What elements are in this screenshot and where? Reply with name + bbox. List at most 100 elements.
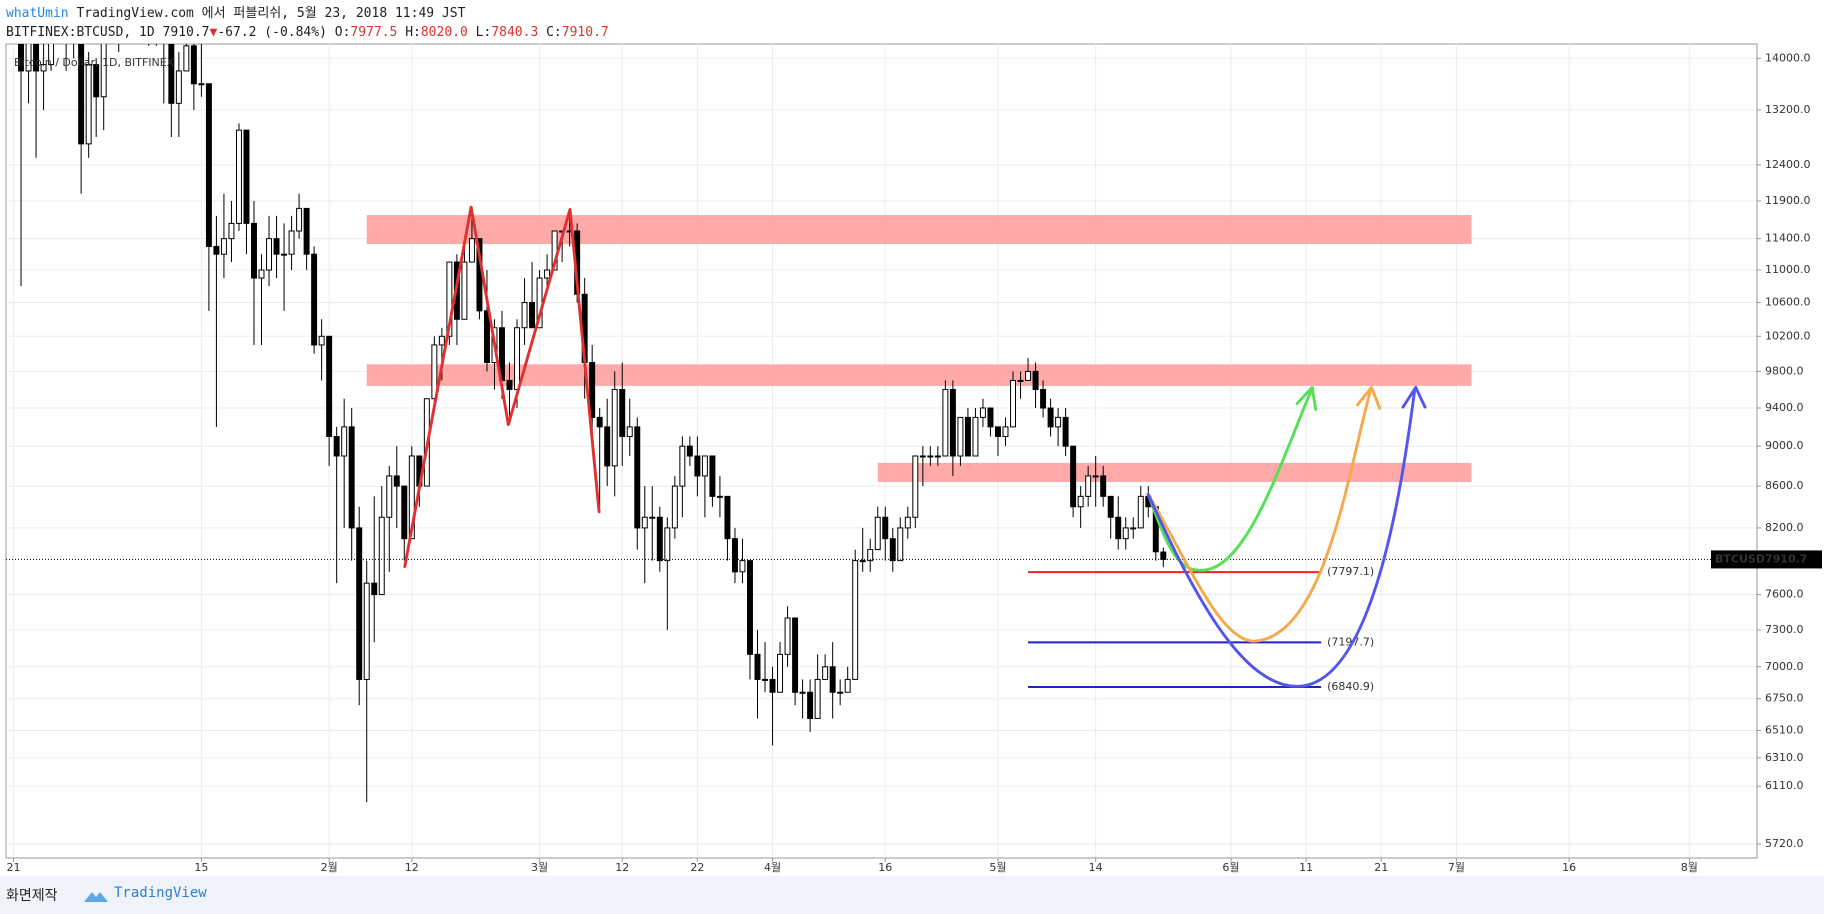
published: TradingView.com 에서 퍼블리쉬, 5월 23, 2018 11:… [76,6,466,21]
candle-body [762,678,768,681]
candle-body [949,389,956,457]
candle-body [799,691,806,694]
candle-body [168,44,175,104]
candle-body [48,44,55,66]
candle-body [40,64,47,72]
header: whatUmin TradingView.com 에서 퍼블리쉬, 5월 23,… [6,4,609,42]
y-tick-label: 6510.0 [1765,724,1804,737]
candle-body [161,4,166,34]
candle-body [814,678,821,719]
candle-body [251,222,257,279]
candle-body [1047,407,1054,428]
candle-body [1055,416,1062,428]
candle-body [1130,527,1137,530]
candle-body [529,302,536,329]
y-tick-label: 8600.0 [1765,479,1804,492]
y-tick-label: 7300.0 [1765,623,1804,636]
change: -67.2 (-0.84%) [217,25,327,40]
ohlc-key: C: [546,25,562,40]
candle-body [341,426,348,457]
candle-body [303,207,310,255]
chart-title: Bitcoin / Dollar, 1D, BITFINEX [14,56,175,69]
candle-body [604,426,611,467]
candle-body [25,44,32,72]
y-tick-label: 11000.0 [1765,263,1811,276]
candle-body [348,426,355,529]
candle-body [64,0,69,34]
x-tick-label: 2월 [321,861,338,874]
candle-body [544,269,551,279]
candle-body [897,527,904,562]
candle-body [408,455,415,540]
y-tick-label: 7600.0 [1765,588,1804,601]
candle-body [829,666,836,693]
candle-body [731,538,738,573]
plot-frame [5,43,1758,859]
y-tick-label: 11400.0 [1765,232,1811,245]
candle-body [1017,379,1024,382]
zone [366,364,1472,386]
x-tick-label: 12 [405,861,419,874]
candle-body [326,335,333,437]
ohlc-value: 8020.0 [420,25,468,40]
candle-body [85,64,92,145]
ohlc-key: O: [334,25,351,40]
candle-body [972,416,979,457]
y-tick-label: 6750.0 [1765,692,1804,705]
candle-body [747,560,753,655]
candle-body [1137,495,1144,529]
x-tick-label: 14 [1089,861,1103,874]
x-tick-label: 12 [615,861,629,874]
logo [84,892,108,902]
candle-body [228,222,235,240]
candle-body [1010,379,1016,428]
y-tick-label: 6310.0 [1765,751,1804,764]
candle-body [664,527,671,562]
candle-body [1085,475,1092,497]
symbol: BITFINEX:BTCUSD, 1D [6,25,155,40]
candle-body [311,253,318,346]
candle-body [1100,475,1107,497]
candle-body [754,653,761,680]
arrow: ▼ [209,25,218,40]
zone [366,215,1472,245]
candle-body [792,617,799,693]
arrow-head [1401,385,1427,409]
candle-body [626,426,633,437]
candle-body [386,475,393,518]
candle-body [235,129,242,224]
candle-body [190,45,197,85]
level-label: (7197.7) [1327,635,1374,648]
ohlc-value: 7977.5 [350,25,398,40]
author[interactable]: whatUmin [6,6,69,21]
x-tick-label: 11 [1299,861,1313,874]
candle-body [243,129,250,224]
y-tick-label: 7000.0 [1765,660,1804,673]
candle-body [356,527,363,680]
x-tick-label: 8월 [1681,861,1698,874]
candle-body [927,455,934,458]
candle-body [889,538,896,562]
last-price-tag [1711,550,1822,569]
x-tick-label: 15 [194,861,208,874]
candle-body [266,238,273,271]
footer: 화면제작 TradingView [0,876,1824,914]
candle-body [1115,516,1122,540]
candle-body [1070,445,1077,508]
brand[interactable]: TradingView [114,885,207,901]
candle-body [822,666,829,680]
candle-body [716,495,723,498]
candle-body [378,516,385,596]
candle-body [777,653,784,693]
credit: 화면제작 [6,888,58,904]
candle-body [934,455,941,458]
arrow-head [1295,385,1318,411]
candle-body [596,416,603,428]
candle-body [912,455,919,518]
candle-body [109,0,114,10]
candle-body [154,0,159,34]
candle-body [679,445,686,487]
x-tick-label: 16 [878,861,892,874]
candle-body [71,27,76,33]
